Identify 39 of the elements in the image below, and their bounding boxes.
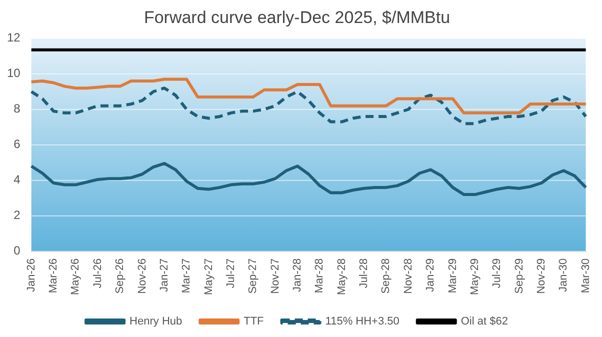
x-tick-label: Jan-30 bbox=[558, 258, 570, 292]
x-tick-label: Mar-30 bbox=[580, 258, 592, 294]
y-tick-label: 4 bbox=[14, 172, 21, 187]
x-tick-label: Sep-26 bbox=[114, 258, 126, 294]
x-tick-label: May-26 bbox=[70, 258, 82, 296]
y-tick-label: 8 bbox=[14, 102, 21, 116]
x-tick-label: Jul-28 bbox=[358, 258, 370, 288]
x-tick-label: Nov-29 bbox=[535, 258, 548, 294]
x-tick-label: Mar-29 bbox=[446, 258, 459, 294]
x-tick-label: Nov-28 bbox=[402, 258, 414, 294]
x-tick-label: Jul-29 bbox=[491, 258, 504, 288]
line-series bbox=[30, 86, 588, 126]
x-tick-label: Nov-27 bbox=[269, 258, 282, 294]
legend-label: Henry Hub bbox=[130, 316, 182, 328]
x-tick-label: May-28 bbox=[336, 258, 348, 296]
y-tick-label: 2 bbox=[14, 208, 21, 222]
x-tick-label: Mar-28 bbox=[314, 258, 326, 294]
x-tick-label: Jul-27 bbox=[224, 258, 237, 288]
legend-label: 115% HH+3.50 bbox=[325, 316, 400, 328]
x-tick-label: May-27 bbox=[202, 258, 215, 296]
y-tick-label: 12 bbox=[6, 30, 21, 45]
y-tick-label: 0 bbox=[14, 244, 21, 258]
x-tick-label: Jan-28 bbox=[292, 258, 304, 292]
x-tick-label: Jul-26 bbox=[92, 258, 104, 288]
x-tick-label: Sep-27 bbox=[247, 258, 260, 294]
x-tick-label: Sep-29 bbox=[513, 258, 526, 294]
x-tick-label: Sep-28 bbox=[380, 258, 392, 294]
legend-label: TTF bbox=[244, 316, 264, 328]
x-tick-label: Nov-26 bbox=[136, 258, 148, 294]
y-tick-label: 6 bbox=[14, 137, 21, 152]
x-tick-label: Mar-27 bbox=[180, 258, 193, 294]
x-tick-label: Jan-29 bbox=[424, 258, 437, 292]
x-tick-label: Mar-26 bbox=[48, 258, 60, 294]
x-tick-label: May-29 bbox=[468, 258, 481, 296]
y-tick-label: 10 bbox=[6, 66, 21, 80]
x-tick-label: Jan-27 bbox=[158, 258, 170, 292]
x-tick-label: Jan-26 bbox=[25, 258, 38, 292]
chart-title: Forward curve early-Dec 2025, $/MMBtu bbox=[144, 8, 450, 27]
legend-label: Oil at $62 bbox=[460, 316, 508, 328]
